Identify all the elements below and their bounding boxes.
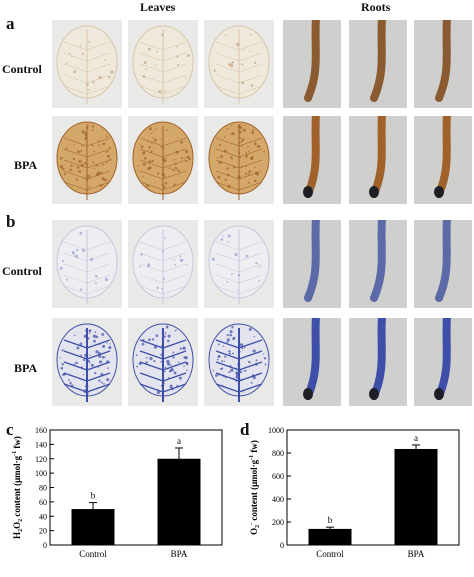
- plot-frame: [286, 429, 460, 546]
- chart-o2: 0 200 400 600 800 1000 b Control a BPA O2- content…: [237, 418, 474, 577]
- y-tick-label: 200: [272, 518, 284, 527]
- root-image: [414, 220, 472, 308]
- y-tick-label: 400: [272, 495, 284, 504]
- y-tick-label: 100: [35, 469, 47, 478]
- leaf-image: [204, 318, 274, 406]
- x-tick-label: Control: [316, 549, 344, 559]
- x-tick-label: BPA: [408, 549, 425, 559]
- y-tick-label: 0: [43, 541, 47, 550]
- header-roots: Roots: [361, 0, 391, 14]
- row-label-b-control: Control: [2, 264, 42, 278]
- row-label-a-bpa: BPA: [14, 158, 38, 172]
- root-image: [349, 20, 407, 108]
- root-image: [349, 116, 407, 204]
- y-tick-label: 80: [39, 484, 47, 493]
- y-tick-label: 60: [39, 498, 47, 507]
- significance-letter: a: [414, 433, 418, 443]
- significance-letter: a: [177, 436, 181, 446]
- bar-bpa: [157, 458, 201, 545]
- root-image: [349, 220, 407, 308]
- header-leaves: Leaves: [140, 0, 176, 14]
- y-tick-label: 20: [39, 527, 47, 536]
- panel-letter-c: c: [6, 420, 14, 439]
- leaf-image: [52, 220, 122, 308]
- root-image: [414, 20, 472, 108]
- leaf-image: [204, 220, 274, 308]
- y-tick-label: 40: [39, 512, 47, 521]
- row-label-b-bpa: BPA: [14, 361, 38, 375]
- bar-bpa: [394, 448, 438, 545]
- root-image: [283, 220, 341, 308]
- leaf-image: [128, 20, 198, 108]
- x-tick-label: Control: [79, 549, 107, 559]
- significance-letter: b: [91, 491, 96, 501]
- y-axis-label: O2- content (μmol·g-1 fw): [249, 440, 261, 535]
- leaf-image: [128, 318, 198, 406]
- significance-letter: b: [328, 515, 333, 525]
- root-image: [283, 116, 341, 204]
- root-image: [283, 20, 341, 108]
- x-tick-label: BPA: [171, 549, 188, 559]
- root-image: [349, 318, 407, 406]
- panel-letter-d: d: [240, 420, 250, 439]
- leaf-image: [128, 220, 198, 308]
- y-tick-label: 160: [35, 426, 47, 435]
- leaf-image: [52, 318, 122, 406]
- y-tick-label: 120: [35, 455, 47, 464]
- row-label-a-control: Control: [2, 62, 42, 76]
- leaf-image: [52, 20, 122, 108]
- bar-control: [308, 528, 352, 545]
- y-tick-label: 1000: [268, 426, 284, 435]
- y-tick-label: 800: [272, 449, 284, 458]
- leaf-image: [204, 116, 274, 204]
- leaf-image: [204, 20, 274, 108]
- y-tick-label: 0: [280, 541, 284, 550]
- y-axis-label: H2O2 content (μmol·g-1 fw): [12, 436, 24, 539]
- y-tick-label: 140: [35, 440, 47, 449]
- root-image: [414, 116, 472, 204]
- panel-letter-b: b: [6, 212, 16, 231]
- leaf-image: [128, 116, 198, 204]
- leaf-image: [52, 116, 122, 204]
- panel-letter-a: a: [6, 14, 15, 33]
- root-image: [283, 318, 341, 406]
- chart-h2o2: 0 20 40 60 80 100 120 140 160 b Control a BPA H2O2 co…: [0, 418, 237, 577]
- root-image: [414, 318, 472, 406]
- y-tick-label: 600: [272, 472, 284, 481]
